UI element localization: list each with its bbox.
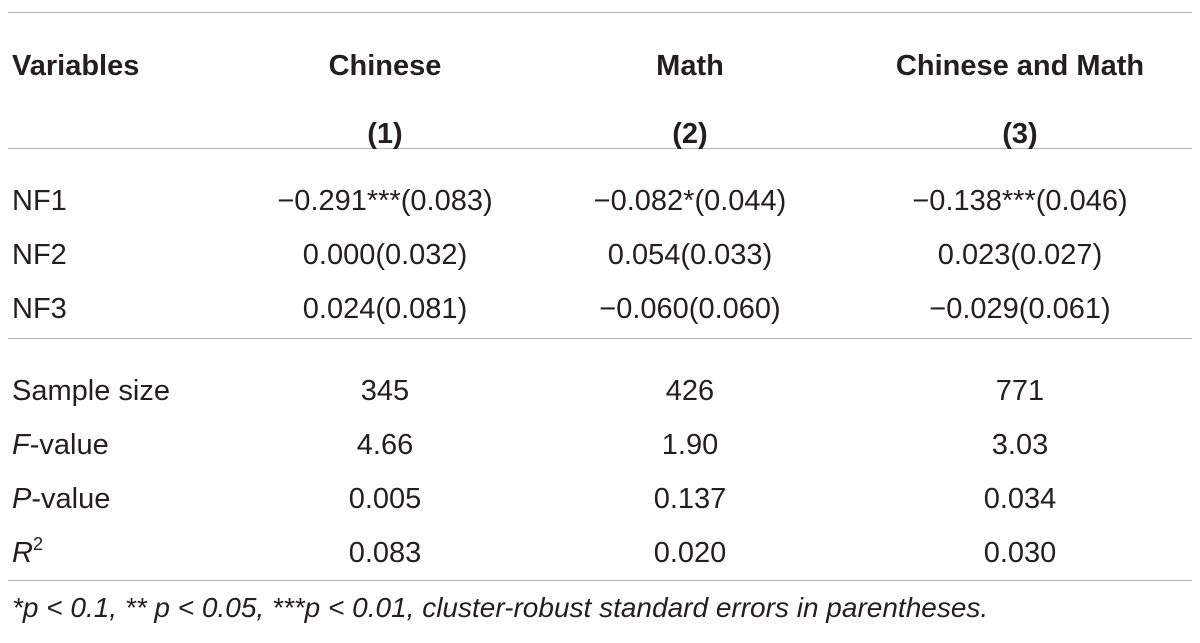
top-rule [8,12,1192,13]
cell-value: 3.03 [991,428,1049,461]
table-row-p-value: P-value 0.005 0.137 0.034 [0,472,1200,526]
row-label: NF3 [12,292,67,325]
row-label: NF2 [12,238,67,271]
table-row-nf3: NF3 0.024(0.081) −0.060(0.060) −0.029(0.… [0,282,1200,336]
table-row-f-value: F-value 4.66 1.90 3.03 [0,418,1200,472]
table-footnote: *p < 0.1, ** p < 0.05, ***p < 0.01, clus… [12,592,989,623]
cell-value: 0.000(0.032) [302,238,468,271]
cell-value: −0.060(0.060) [599,292,781,325]
header-number-2: (2) [672,117,708,150]
header-variables: Variables [12,49,140,82]
cell-value: 0.137 [653,482,727,515]
cell-value: 0.034 [983,482,1057,515]
cell-value: 0.054(0.033) [607,238,773,271]
cell-value: 0.005 [348,482,422,515]
cell-value: 426 [665,374,715,407]
cell-value: −0.029(0.061) [929,292,1111,325]
row-label: F-value [12,428,109,461]
table-row-nf1: NF1 −0.291***(0.083) −0.082*(0.044) −0.1… [0,174,1200,228]
row-label: NF1 [12,184,67,217]
cell-value: 345 [360,374,410,407]
header-row-names: Variables Chinese Math Chinese and Math [0,0,1200,106]
table-row-r-squared: R2 0.083 0.020 0.030 [0,526,1200,580]
header-number-3: (3) [1002,117,1038,150]
row-label: P-value [12,482,111,515]
cell-value: 4.66 [356,428,414,461]
cell-value: −0.138***(0.046) [912,184,1128,217]
cell-value: 0.023(0.027) [937,238,1103,271]
header-number-1: (1) [367,117,403,150]
bottom-rule [8,580,1192,581]
cell-value: 0.024(0.081) [302,292,468,325]
header-row-numbers: (1) (2) (3) [0,106,1200,162]
cell-value: −0.291***(0.083) [277,184,493,217]
row-label: R2 [12,533,43,569]
cell-value: 771 [995,374,1045,407]
header-rule [8,148,1192,149]
cell-value: 1.90 [661,428,719,461]
middle-rule [8,338,1192,339]
table-row-sample-size: Sample size 345 426 771 [0,364,1200,418]
cell-value: 0.083 [348,536,422,569]
table-row-nf2: NF2 0.000(0.032) 0.054(0.033) 0.023(0.02… [0,228,1200,282]
cell-value: −0.082*(0.044) [593,184,787,217]
header-chinese-and-math: Chinese and Math [895,49,1145,82]
results-table: Variables Chinese Math Chinese and Math … [0,0,1200,580]
header-chinese: Chinese [328,49,442,82]
cell-value: 0.030 [983,536,1057,569]
header-math: Math [656,49,724,82]
row-label: Sample size [12,374,170,407]
cell-value: 0.020 [653,536,727,569]
